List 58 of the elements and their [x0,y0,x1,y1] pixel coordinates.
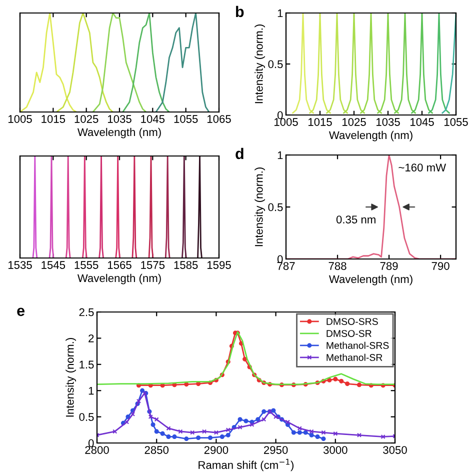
y-tick-label: 1.5 [80,360,94,369]
x-tick-label: 1025 [342,118,366,126]
legend-label: DMSO-SRS [326,318,378,325]
x-tick-label: 1585 [174,261,198,269]
chart-title: e [17,308,25,316]
x-tick-label: 1005 [274,118,298,126]
x-tick-label: 788 [328,262,346,270]
y-tick-label: 0.5 [268,60,283,68]
x-tick-label: 1015 [308,118,332,126]
x-tick-label: 1055 [174,115,198,123]
y-tick-label: 0.5 [268,203,283,212]
x-tick-label: 1545 [42,261,66,269]
x-tick-label: 1595 [207,261,231,269]
x-tick-label: 1055 [444,118,468,126]
y-tick-label: 0.5 [79,413,94,421]
x-tick-label: 3000 [323,446,348,454]
x-tick-label: 1065 [207,115,231,123]
x-tick-label: 1035 [108,115,132,123]
x-axis-title: Wavelength (nm) [77,128,161,138]
chart-title: b [236,6,244,18]
x-tick-label: 2850 [144,446,169,454]
y-tick-label: 2.5 [79,308,94,316]
y-tick-label: 1 [278,9,283,18]
x-tick-label: 1045 [141,115,165,123]
y-tick-label: 0 [88,439,94,448]
x-axis-title: Wavelength (nm) [328,274,412,286]
y-axis-title: Intensity (norm.) [254,168,265,246]
x-axis-title: Raman shift (cm$^{−1}$) [198,458,294,472]
x-tick-label: 1555 [74,261,98,269]
legend-label: Methanol-SR [326,354,382,361]
y-tick-label: 1 [88,386,94,395]
y-tick-label: 1 [278,151,283,160]
x-tick-label: 2800 [85,446,109,454]
chart-title: d [236,148,244,160]
x-tick-label: 1035 [376,118,400,126]
x-tick-label: 789 [380,262,398,270]
legend-label: DMSO-SR [326,330,372,337]
y-tick-label: 2 [88,334,94,342]
x-tick-label: 3050 [383,446,407,454]
x-tick-label: 2950 [264,446,288,454]
annotation: ~160 mW [398,164,446,172]
x-axis-title: Wavelength (nm) [328,130,412,142]
x-tick-label: 790 [432,262,450,270]
x-tick-label: 1005 [8,115,32,123]
y-tick-label: 0 [277,111,283,120]
x-tick-label: 787 [277,262,295,270]
x-tick-label: 1565 [108,261,132,269]
x-tick-label: 1015 [42,115,66,123]
x-tick-label: 1025 [74,115,98,123]
x-tick-label: 1575 [141,261,165,269]
x-tick-label: 1535 [8,261,32,269]
x-tick-label: 2900 [204,446,228,454]
y-axis-title: Intensity (norm.) [254,24,265,104]
y-axis-title: Intensity (norm.) [66,338,76,417]
x-axis-title: Wavelength (nm) [77,274,161,284]
annotation: 0.35 nm [336,216,376,224]
x-tick-label: 1045 [410,118,434,126]
legend-label: Methanol-SRS [326,342,389,349]
